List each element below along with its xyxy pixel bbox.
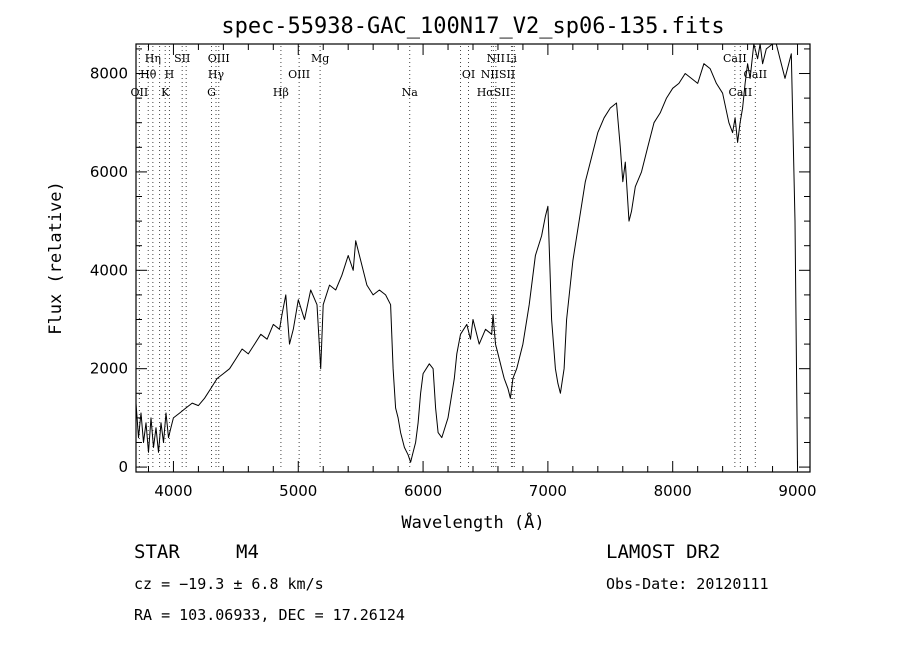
line-marker-label: Hη xyxy=(145,52,161,65)
y-tick-label: 8000 xyxy=(90,65,128,83)
series-group xyxy=(135,43,798,468)
line-marker-label: Hθ xyxy=(140,68,157,81)
line-marker-label: CaII xyxy=(723,52,747,65)
line-marker-label: OII xyxy=(131,86,149,99)
line-marker-label: G xyxy=(207,86,216,99)
plot-frame xyxy=(135,43,811,473)
line-marker-label: H xyxy=(165,68,175,81)
coordinates-text: RA = 103.06933, DEC = 17.26124 xyxy=(134,606,405,624)
line-marker-label: Hβ xyxy=(273,86,289,99)
line-marker-label: CaII xyxy=(729,86,753,99)
x-tick-label: 4000 xyxy=(154,482,192,500)
y-axis-label: Flux (relative) xyxy=(46,181,66,335)
redshift-text: cz = −19.3 ± 6.8 km/s xyxy=(134,575,324,593)
x-tick-label: 9000 xyxy=(778,482,816,500)
y-tick-label: 2000 xyxy=(90,360,128,378)
x-axis-label: Wavelength (Å) xyxy=(401,511,544,533)
line-marker-label: NII xyxy=(487,52,505,65)
x-tick-label: 8000 xyxy=(654,482,692,500)
survey-label: LAMOST DR2 xyxy=(606,541,720,563)
x-tick-label: 7000 xyxy=(529,482,567,500)
line-marker-label: K xyxy=(161,86,170,99)
object-class: STAR xyxy=(134,541,180,563)
x-tick-label: 6000 xyxy=(404,482,442,500)
y-tick-label: 4000 xyxy=(90,261,128,279)
line-marker-label: SII xyxy=(174,52,190,65)
line-marker-label: Hγ xyxy=(208,68,225,81)
series-line xyxy=(135,43,798,468)
line-marker-label: OIII xyxy=(288,68,310,81)
y-tick-label: 6000 xyxy=(90,163,128,181)
line-marker-label: Na xyxy=(402,86,419,99)
line-marker-label: OIII xyxy=(208,52,230,65)
line-markers xyxy=(138,46,756,470)
axis-ticks xyxy=(136,44,810,472)
line-marker-label: CaII xyxy=(743,68,767,81)
obs-date: Obs-Date: 20120111 xyxy=(606,575,769,593)
tick-labels: 4000 5000 6000 7000 8000 9000 0 2000 4000 6000 800… xyxy=(90,65,817,500)
chart-title: spec-55938-GAC_100N17_V2_sp06-135.fits xyxy=(221,14,724,39)
object-subclass: M4 xyxy=(236,541,259,563)
line-marker-label: HαSII xyxy=(477,86,510,99)
line-marker-label: Li xyxy=(506,52,517,65)
line-marker-label: NIISII xyxy=(481,68,516,81)
line-marker-label: OI xyxy=(462,68,475,81)
x-tick-label: 5000 xyxy=(279,482,317,500)
y-tick-label: 0 xyxy=(118,458,128,476)
line-marker-label: Mg xyxy=(311,52,329,65)
